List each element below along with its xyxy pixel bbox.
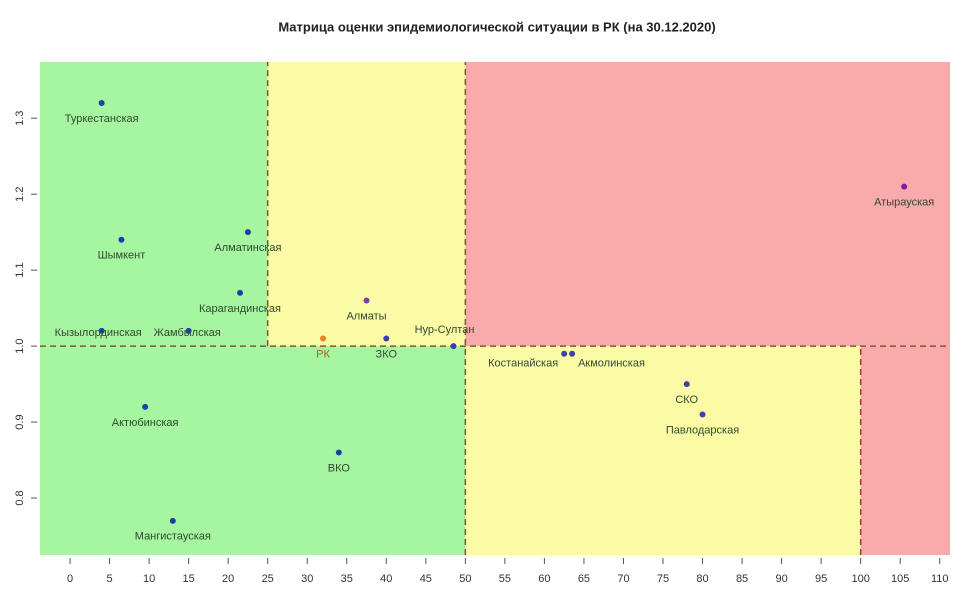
point-label: ЗКО [376, 348, 398, 360]
zone [40, 62, 268, 347]
y-tick-label: 0.9 [14, 414, 26, 429]
zone [465, 62, 950, 347]
x-tick-label: 70 [617, 573, 629, 585]
point-label: Алматинская [214, 242, 281, 254]
point [244, 229, 251, 236]
y-tick-label: 1.2 [14, 187, 26, 202]
x-tick-label: 100 [851, 573, 869, 585]
point-label: Нур-Султан [415, 324, 475, 336]
point [237, 289, 244, 296]
point [450, 343, 457, 350]
y-tick-label: 1.0 [14, 338, 26, 353]
x-tick-label: 85 [736, 573, 748, 585]
zone [40, 346, 466, 555]
x-tick-label: 105 [891, 573, 909, 585]
zone [860, 346, 950, 555]
x-tick-label: 80 [696, 573, 708, 585]
point-label: Алматы [346, 310, 386, 322]
x-tick-label: 45 [420, 573, 432, 585]
x-tick-label: 75 [657, 573, 669, 585]
point [169, 517, 176, 524]
x-tick-label: 25 [262, 573, 274, 585]
point [363, 297, 370, 304]
y-tick-label: 1.3 [14, 111, 26, 126]
point [683, 381, 690, 388]
x-tick-label: 20 [222, 573, 234, 585]
point [383, 335, 390, 342]
x-tick-label: 60 [538, 573, 550, 585]
point-label: ВКО [328, 462, 351, 474]
point-label: СКО [675, 394, 698, 406]
point [142, 403, 149, 410]
x-tick-label: 15 [183, 573, 195, 585]
point [98, 327, 105, 334]
x-tick-label: 5 [107, 573, 113, 585]
point-label: РК [316, 348, 330, 360]
chart-title: Матрица оценки эпидемиологической ситуац… [278, 19, 715, 34]
point [320, 335, 327, 342]
point [569, 350, 576, 357]
point-label: Павлодарская [666, 424, 739, 436]
x-tick-label: 40 [380, 573, 392, 585]
x-tick-label: 55 [499, 573, 511, 585]
point [901, 183, 908, 190]
x-tick-label: 10 [143, 573, 155, 585]
y-tick-label: 0.8 [14, 490, 26, 505]
x-tick-label: 50 [459, 573, 471, 585]
point-label: Кызылординская [55, 327, 142, 339]
point [118, 236, 125, 243]
x-tick-label: 90 [775, 573, 787, 585]
x-tick-label: 30 [301, 573, 313, 585]
point-label: Жамбылская [154, 327, 221, 339]
point-label: Шымкент [98, 250, 146, 262]
x-tick-label: 65 [578, 573, 590, 585]
x-tick-label: 95 [815, 573, 827, 585]
point-label: Туркестанская [65, 113, 139, 125]
point [185, 327, 192, 334]
x-tick-label: 110 [931, 573, 949, 585]
point [699, 411, 706, 418]
point-label: Актюбинская [112, 417, 179, 429]
zone [465, 346, 861, 555]
point [561, 350, 568, 357]
point-label: Акмолинская [578, 358, 645, 370]
y-tick-label: 1.1 [14, 262, 26, 277]
point-label: Костанайская [488, 358, 558, 370]
point [335, 449, 342, 456]
x-tick-label: 35 [341, 573, 353, 585]
point-label: Карагандинская [199, 303, 281, 315]
point-label: Мангистауская [135, 531, 211, 543]
point [98, 100, 105, 107]
point-label: Атырауская [874, 196, 934, 208]
x-tick-label: 0 [67, 573, 73, 585]
